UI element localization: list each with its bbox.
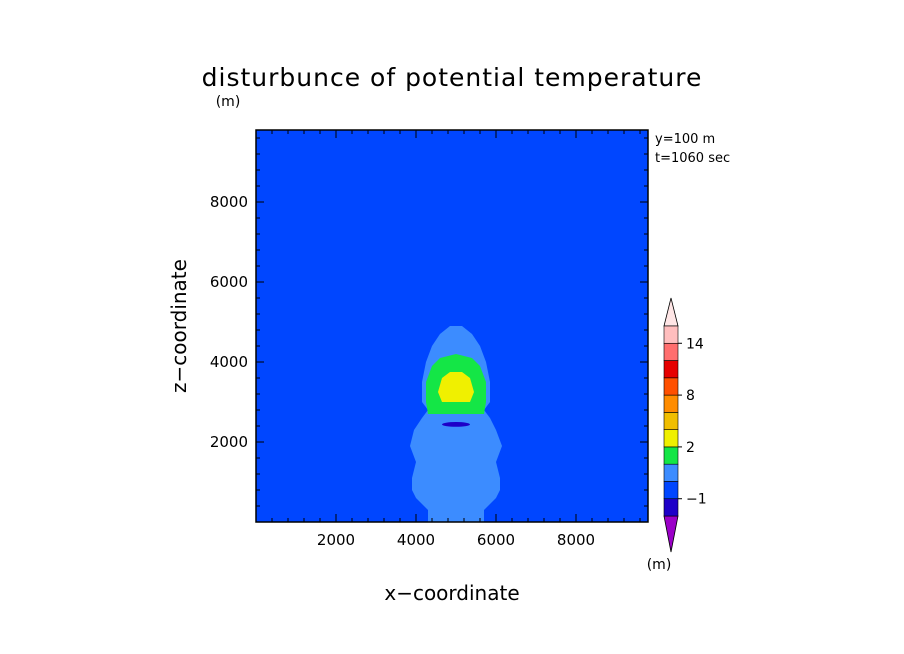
annotation-t: t=1060 sec (655, 151, 730, 166)
contour-region-plume-yellow (438, 372, 474, 402)
colorbar-tick-label: 14 (686, 336, 704, 352)
y-tick-label: 8000 (210, 193, 248, 211)
colorbar-segment (663, 325, 679, 344)
colorbar-segment (663, 498, 679, 517)
colorbar-segment (663, 377, 679, 396)
chart-title: disturbunce of potential temperature (202, 63, 703, 92)
colorbar-extend-high (663, 297, 679, 327)
colorbar-tick-label: 2 (686, 440, 695, 456)
colorbar-segment (663, 446, 679, 465)
y-unit-label: (m) (216, 94, 241, 110)
colorbar-segment (663, 342, 679, 361)
x-tick-label: 2000 (317, 531, 355, 549)
x-tick-label: 4000 (397, 531, 435, 549)
x-tick-label: 8000 (557, 531, 595, 549)
colorbar: 14 8 2 −1 (663, 297, 707, 553)
contour-region-cold-pocket (442, 422, 470, 427)
plot-area (255, 129, 649, 523)
y-axis-label: z−coordinate (167, 259, 191, 393)
annotation-y: y=100 m (655, 132, 715, 147)
colorbar-unit-label: (m) (647, 557, 672, 573)
colorbar-segment (663, 360, 679, 379)
colorbar-tick-label: −1 (686, 492, 707, 508)
colorbar-segment (663, 412, 679, 430)
y-tick-label: 6000 (210, 273, 248, 291)
colorbar-segment (663, 429, 679, 448)
colorbar-segment (663, 394, 679, 413)
colorbar-extend-low (663, 515, 679, 553)
axis-ticks: 2000 4000 6000 8000 2000 4000 6000 8000 (210, 130, 648, 549)
y-tick-label: 2000 (210, 433, 248, 451)
x-axis-label: x−coordinate (384, 581, 519, 605)
colorbar-segment (663, 481, 679, 500)
colorbar-tick-label: 8 (686, 388, 695, 404)
x-tick-label: 6000 (477, 531, 515, 549)
y-tick-label: 4000 (210, 353, 248, 371)
colorbar-segment (663, 463, 679, 482)
plot-frame (255, 129, 649, 523)
